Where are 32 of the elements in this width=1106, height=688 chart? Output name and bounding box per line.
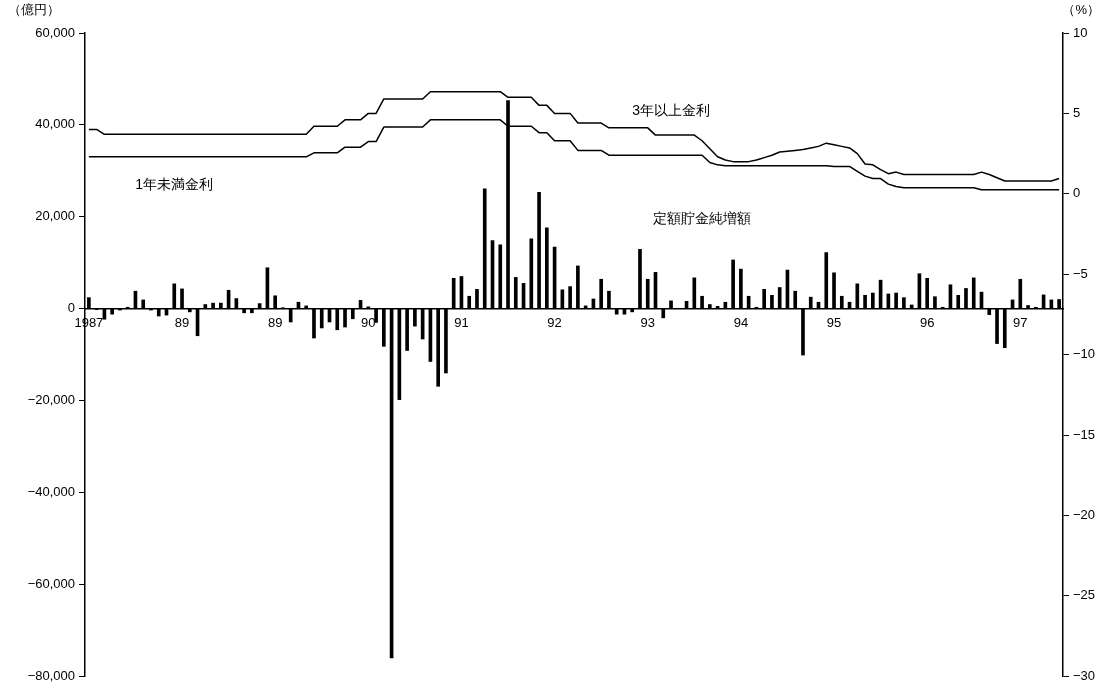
x-tick-label: 93 [640, 314, 655, 330]
y-tick-label: −20,000 [27, 392, 75, 408]
y2-tick-label: 10 [1073, 24, 1088, 40]
y2-tick-label: −30 [1073, 667, 1096, 683]
x-tick-label: 92 [547, 314, 562, 330]
y2-tick-label: −20 [1073, 506, 1096, 522]
x-tick-label: 96 [919, 314, 935, 330]
y2-tick-label: −10 [1073, 346, 1096, 362]
y-tick-label: 40,000 [35, 116, 75, 132]
x-tick-label: 89 [267, 314, 283, 330]
y2-axis-title: （%） [1062, 1, 1100, 17]
x-tick-label: 97 [1013, 314, 1028, 330]
y-tick-label: 20,000 [35, 208, 75, 224]
y2-tick-label: 5 [1073, 104, 1081, 120]
y2-tick-label: −15 [1073, 426, 1096, 442]
y-axis-title: （億円） [8, 1, 60, 17]
y-tick-label: −60,000 [27, 575, 75, 591]
series-label: 定額貯金純増額 [653, 209, 752, 226]
y2-tick-label: −5 [1073, 265, 1088, 281]
y-tick-label: 60,000 [35, 24, 75, 40]
y-tick-label: −40,000 [27, 484, 75, 500]
x-tick-label: 89 [174, 314, 190, 330]
x-tick-label: 91 [454, 314, 469, 330]
series-label: 3年以上金利 [632, 101, 710, 118]
x-tick-label: 95 [826, 314, 842, 330]
y-tick-label: −80,000 [27, 667, 75, 683]
y2-tick-label: 0 [1073, 185, 1081, 201]
series-label: 1年未満金利 [135, 175, 214, 192]
y-tick-label: 0 [67, 300, 75, 316]
y2-tick-label: −25 [1073, 587, 1096, 603]
x-tick-label: 94 [733, 314, 749, 330]
x-tick-label: 90 [361, 314, 376, 330]
